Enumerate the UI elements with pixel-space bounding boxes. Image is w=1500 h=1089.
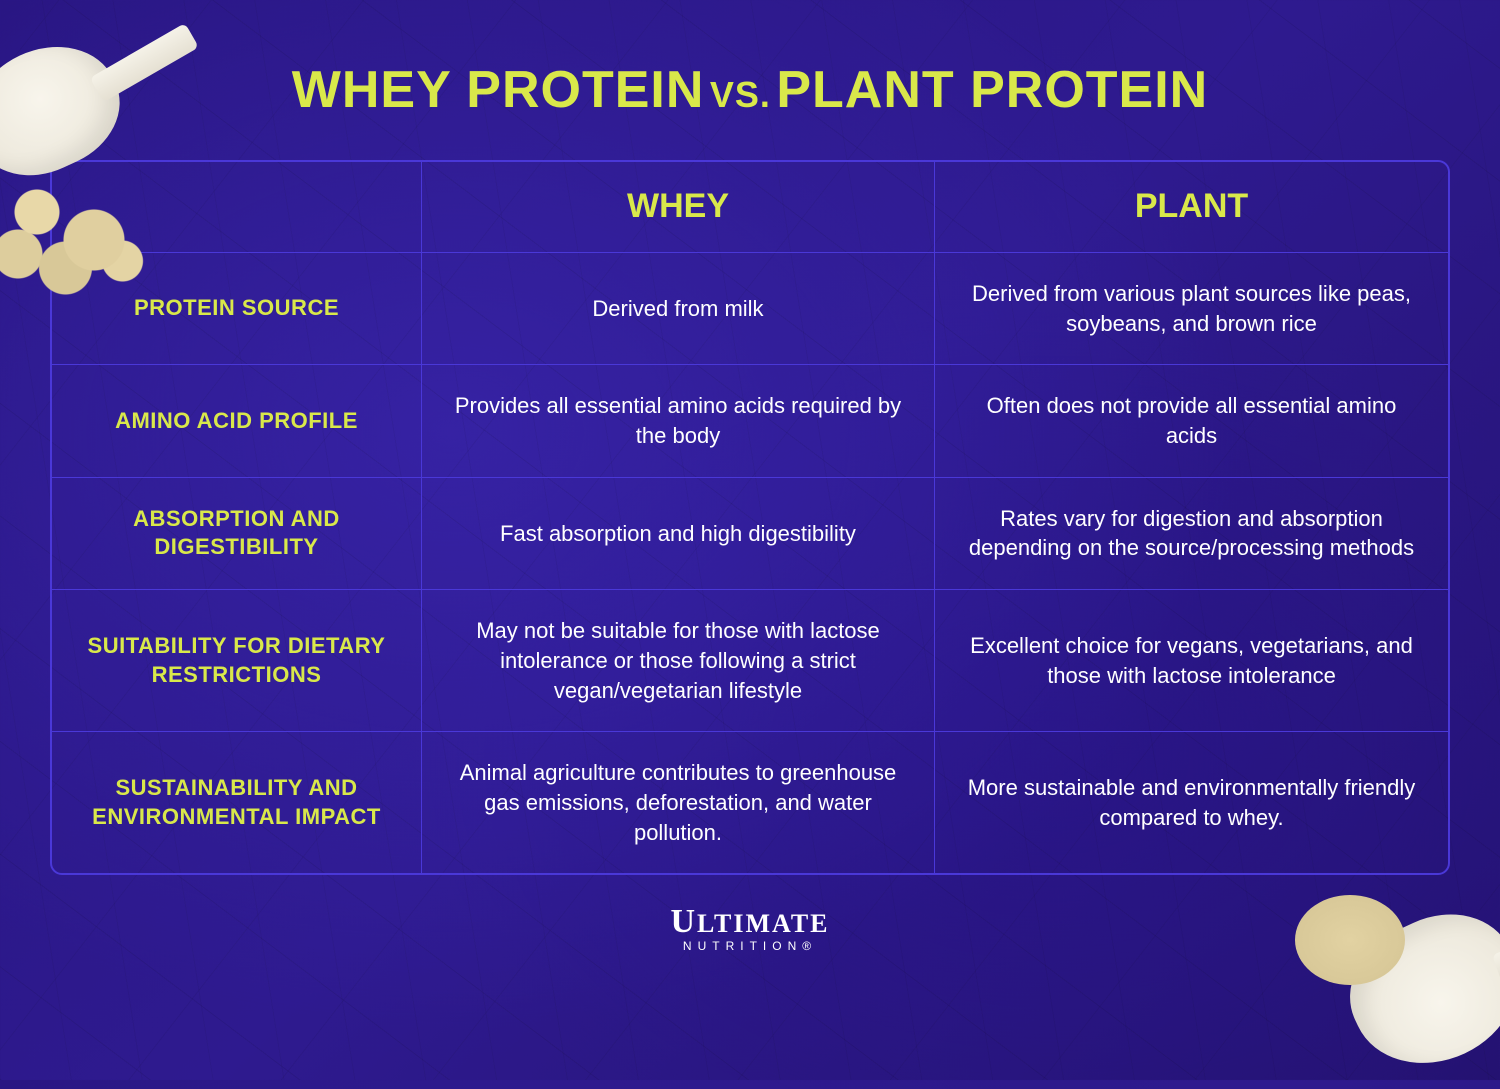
title-left: WHEY PROTEIN — [292, 61, 705, 119]
page-title: WHEY PROTEIN VS. PLANT PROTEIN — [0, 0, 1500, 120]
header-plant: PLANT — [935, 162, 1448, 252]
header-whey: WHEY — [422, 162, 935, 252]
brand-line2: NUTRITION® — [0, 939, 1500, 953]
row-label: PROTEIN SOURCE — [52, 253, 422, 364]
cell-plant: Rates vary for digestion and absorption … — [935, 478, 1448, 589]
title-right: PLANT PROTEIN — [776, 61, 1208, 119]
cell-whey: Animal agriculture contributes to greenh… — [422, 732, 935, 873]
table-row: PROTEIN SOURCE Derived from milk Derived… — [52, 253, 1448, 365]
row-label: SUITABILITY FOR DIETARY RESTRICTIONS — [52, 590, 422, 731]
cell-plant: More sustainable and environmentally fri… — [935, 732, 1448, 873]
cell-plant: Derived from various plant sources like … — [935, 253, 1448, 364]
row-label: SUSTAINABILITY AND ENVIRONMENTAL IMPACT — [52, 732, 422, 873]
cell-plant: Excellent choice for vegans, vegetarians… — [935, 590, 1448, 731]
header-empty — [52, 162, 422, 252]
cell-whey: Provides all essential amino acids requi… — [422, 365, 935, 476]
brand-line1: ULTIMATE — [0, 903, 1500, 941]
table-row: SUSTAINABILITY AND ENVIRONMENTAL IMPACT … — [52, 732, 1448, 873]
title-vs: VS. — [710, 74, 771, 115]
table-row: AMINO ACID PROFILE Provides all essentia… — [52, 365, 1448, 477]
row-label: ABSORPTION AND DIGESTIBILITY — [52, 478, 422, 589]
table-row: SUITABILITY FOR DIETARY RESTRICTIONS May… — [52, 590, 1448, 732]
cell-plant: Often does not provide all essential ami… — [935, 365, 1448, 476]
comparison-table: WHEY PLANT PROTEIN SOURCE Derived from m… — [50, 160, 1450, 875]
cell-whey: May not be suitable for those with lacto… — [422, 590, 935, 731]
table-row: ABSORPTION AND DIGESTIBILITY Fast absorp… — [52, 478, 1448, 590]
cell-whey: Fast absorption and high digestibility — [422, 478, 935, 589]
protein-powder-bottom-right — [1295, 895, 1405, 985]
cell-whey: Derived from milk — [422, 253, 935, 364]
table-header-row: WHEY PLANT — [52, 162, 1448, 253]
row-label: AMINO ACID PROFILE — [52, 365, 422, 476]
brand-logo: ULTIMATE NUTRITION® — [0, 903, 1500, 953]
